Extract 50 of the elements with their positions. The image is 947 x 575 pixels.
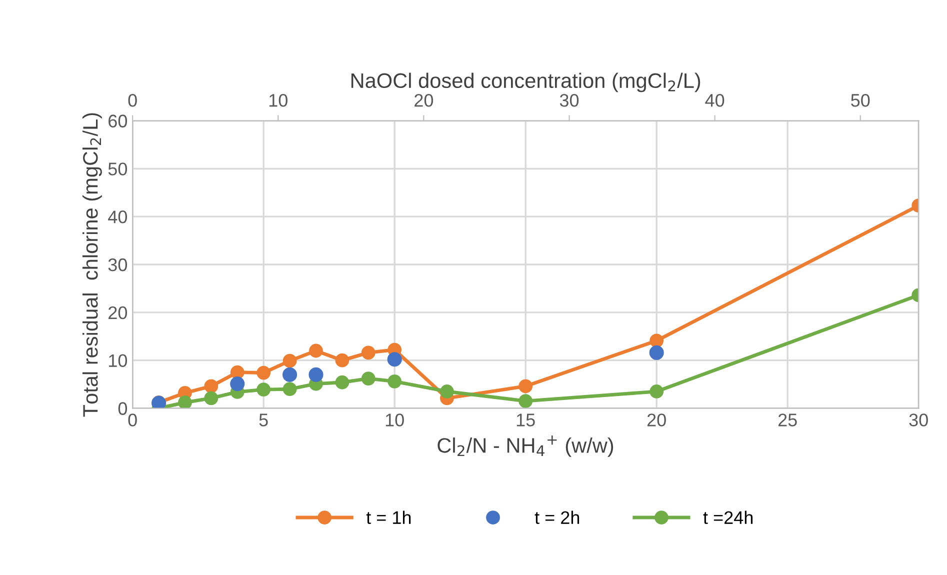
point xyxy=(178,396,192,408)
point xyxy=(282,354,297,368)
x-tick-label: 25 xyxy=(778,414,797,426)
point xyxy=(388,374,402,388)
legend-label: t = 1h xyxy=(366,510,411,524)
x-tick-label: 10 xyxy=(386,414,404,426)
x-axis-title: Cl$_{2}$/N - NH$_{4}$$^{+}$ (w/w) xyxy=(438,436,614,457)
y-tick-label: 10 xyxy=(109,354,128,368)
point xyxy=(361,372,376,386)
x-tick-label: 0 xyxy=(128,414,137,426)
x2-tick-label: 40 xyxy=(705,94,724,107)
x-tick-label: 15 xyxy=(516,414,535,426)
x2-tick-label: 20 xyxy=(414,94,434,107)
point xyxy=(335,375,350,390)
point xyxy=(650,334,664,348)
x2-tick-label: 50 xyxy=(851,94,870,107)
point xyxy=(649,345,664,360)
point xyxy=(230,365,244,380)
point xyxy=(335,353,350,368)
y-tick-label: 30 xyxy=(108,258,128,272)
point xyxy=(518,379,533,394)
x-tick-label: 5 xyxy=(259,414,268,426)
point xyxy=(309,344,323,358)
legend-label: t = 2h xyxy=(534,510,580,524)
point xyxy=(650,384,664,398)
y-tick-label: 20 xyxy=(108,306,128,320)
y-tick-label: 60 xyxy=(108,114,128,128)
point xyxy=(282,367,298,382)
point xyxy=(361,346,376,360)
y-tick-label: 50 xyxy=(108,162,128,176)
x-tick-label: 20 xyxy=(647,414,666,426)
x2-axis-title: NaOCl dosed concentration (mgCl$_{2}$/L) xyxy=(351,72,700,92)
point xyxy=(308,367,324,382)
point xyxy=(230,376,245,392)
x-tick-label: 30 xyxy=(909,414,928,426)
point xyxy=(204,379,218,394)
point xyxy=(256,366,271,380)
x2-tick-label: 0 xyxy=(128,94,137,107)
point xyxy=(204,391,218,406)
x2-tick-label: 30 xyxy=(560,94,579,107)
point xyxy=(282,382,297,396)
point xyxy=(440,384,454,398)
y-tick-label: 40 xyxy=(108,210,128,224)
point xyxy=(518,394,533,408)
legend-label: t =24h xyxy=(703,510,753,524)
x2-tick-label: 10 xyxy=(269,94,288,107)
y-tick-label: 0 xyxy=(118,402,128,415)
point xyxy=(256,382,271,397)
point xyxy=(387,352,402,367)
y-axis-title: Total residual chlorine (mgCl$_{2}$/L) xyxy=(82,113,102,417)
